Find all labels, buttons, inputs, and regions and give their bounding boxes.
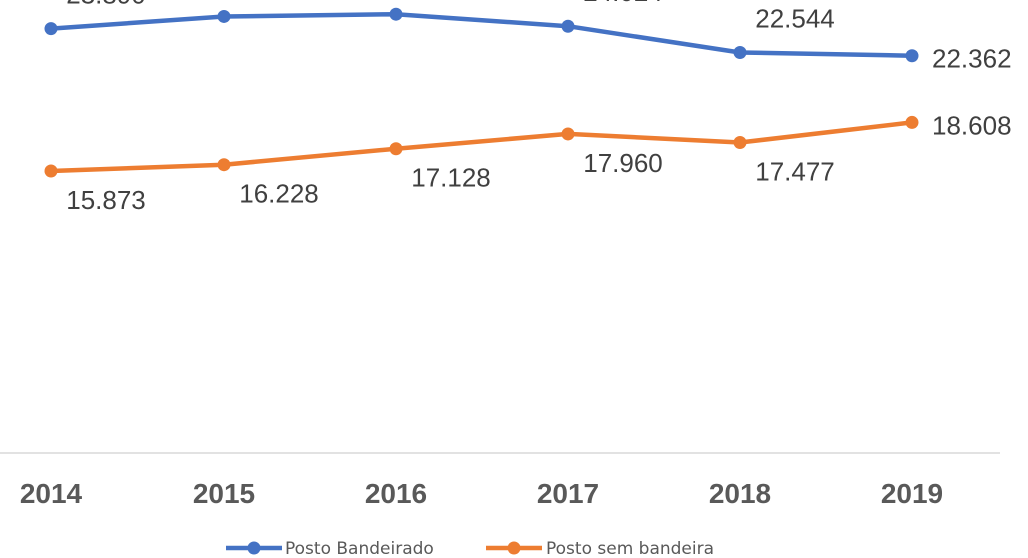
data-point <box>389 142 403 156</box>
data-label: 23.890 <box>66 0 146 10</box>
data-label: 22.362 <box>932 44 1012 74</box>
x-tick-label: 2015 <box>193 478 255 509</box>
data-point <box>217 9 231 23</box>
data-point <box>733 46 747 60</box>
data-point <box>389 7 403 21</box>
legend-marker-1 <box>507 541 521 555</box>
data-point <box>44 164 58 178</box>
data-point <box>44 22 58 36</box>
series-line-0 <box>48 11 915 58</box>
data-label: 17.477 <box>755 157 835 187</box>
x-tick-label: 2018 <box>709 478 771 509</box>
data-label: 17.128 <box>411 163 491 193</box>
x-tick-label: 2016 <box>365 478 427 509</box>
data-point <box>905 49 919 63</box>
series-layer <box>44 7 919 178</box>
data-point <box>561 19 575 33</box>
x-axis-ticks: 2014 2015 2016 2017 2018 2019 <box>20 478 943 509</box>
legend-marker-0 <box>247 541 261 555</box>
data-label: 16.228 <box>239 179 319 209</box>
x-tick-label: 2014 <box>20 478 83 509</box>
legend-label-1: Posto sem bandeira <box>546 539 714 558</box>
x-tick-label: 2019 <box>881 478 943 509</box>
data-point <box>217 158 231 172</box>
data-label: 15.873 <box>66 185 146 215</box>
data-label: 24.024 <box>583 0 663 7</box>
legend: Posto Bandeirado Posto sem bandeira <box>226 539 714 558</box>
data-label: 17.960 <box>583 148 663 178</box>
data-labels-layer: 23.89024.57424.70124.02422.54422.36215.8… <box>66 0 1011 215</box>
data-label: 22.544 <box>755 4 835 34</box>
data-label: 18.608 <box>932 110 1012 140</box>
x-tick-label: 2017 <box>537 478 599 509</box>
series-line-1 <box>48 120 915 174</box>
data-point <box>905 115 919 129</box>
data-point <box>733 136 747 150</box>
legend-label-0: Posto Bandeirado <box>285 539 434 558</box>
data-point <box>561 127 575 141</box>
